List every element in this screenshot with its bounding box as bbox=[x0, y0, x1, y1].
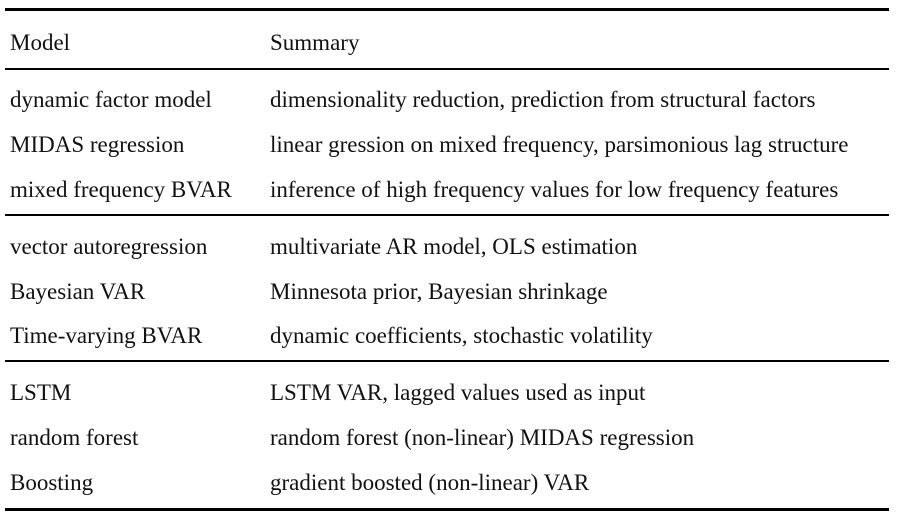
row-model: MIDAS regression bbox=[10, 132, 185, 157]
row-summary: multivariate AR model, OLS estimation bbox=[270, 234, 638, 259]
bottom-rule bbox=[5, 508, 889, 511]
group-divider bbox=[5, 214, 889, 216]
row-summary: dynamic coefficients, stochastic volatil… bbox=[270, 323, 653, 348]
row-summary: inference of high frequency values for l… bbox=[270, 177, 839, 202]
header-rule bbox=[5, 68, 889, 70]
header-model: Model bbox=[10, 30, 71, 55]
row-model: Time-varying BVAR bbox=[10, 323, 203, 348]
row-model: dynamic factor model bbox=[10, 87, 212, 112]
row-summary: linear gression on mixed frequency, pars… bbox=[270, 132, 849, 157]
row-summary: random forest (non-linear) MIDAS regress… bbox=[270, 425, 695, 450]
row-model: Boosting bbox=[10, 470, 94, 495]
top-rule bbox=[5, 8, 889, 11]
row-summary: Minnesota prior, Bayesian shrinkage bbox=[270, 279, 608, 304]
header-summary: Summary bbox=[270, 30, 360, 55]
row-model: LSTM bbox=[10, 380, 72, 405]
row-summary: LSTM VAR, lagged values used as input bbox=[270, 380, 646, 405]
row-summary: dimensionality reduction, prediction fro… bbox=[270, 87, 816, 112]
row-model: vector autoregression bbox=[10, 234, 208, 259]
row-model: random forest bbox=[10, 425, 139, 450]
row-summary: gradient boosted (non-linear) VAR bbox=[270, 470, 590, 495]
row-model: Bayesian VAR bbox=[10, 279, 146, 304]
row-model: mixed frequency BVAR bbox=[10, 177, 232, 202]
group-divider bbox=[5, 360, 889, 362]
